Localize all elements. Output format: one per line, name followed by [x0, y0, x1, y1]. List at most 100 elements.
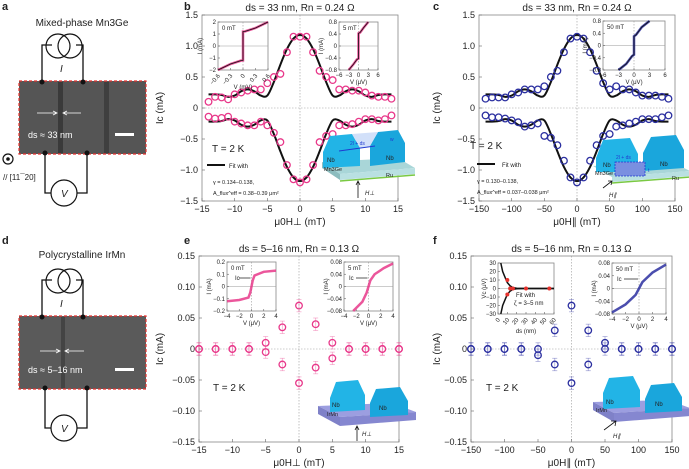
data-point — [657, 113, 666, 122]
y-axis-label: Ic (mA) — [432, 92, 443, 124]
y-tick-label: 10 — [489, 278, 496, 284]
data-point — [295, 301, 303, 310]
x-tick-label: 30 — [521, 317, 530, 326]
y-tick-label: 1.5 — [185, 10, 198, 20]
data-point — [228, 345, 237, 353]
data-point — [378, 345, 387, 353]
sem-image — [18, 80, 147, 155]
x-tick-label: −2 — [353, 314, 361, 320]
y-tick-label: −1 — [209, 56, 217, 62]
x-tick-label: 50 — [600, 445, 610, 455]
data-point — [204, 97, 213, 106]
data-point — [584, 360, 593, 369]
inset-curve — [352, 262, 394, 312]
inset-curve — [500, 287, 554, 315]
data-point — [546, 73, 555, 81]
data-point — [605, 85, 614, 94]
data-point — [361, 345, 370, 353]
y-tick-label: −0.5 — [457, 134, 475, 144]
inset-field-label: 5 mT — [348, 266, 362, 272]
x-tick-label: 0 — [367, 314, 371, 320]
x-tick-label: 10 — [361, 445, 371, 455]
aflux-label: A_flux^eff = 0.037–0.038 μm² — [477, 190, 549, 196]
data-point — [302, 32, 311, 41]
data-point — [311, 320, 320, 329]
y-tick-label: 0.04 — [598, 274, 610, 280]
x-tick-label: 3 — [648, 73, 652, 79]
fit-line — [485, 118, 669, 183]
data-point — [276, 69, 285, 78]
panel-d-title: Polycrystalline IrMn — [39, 250, 126, 261]
y-tick-label: 0 — [334, 44, 338, 50]
field-arrow-icon — [602, 180, 613, 189]
device-schematic-e: Nb Nb IrMn H⊥ — [318, 380, 416, 441]
inset-fit-label: Fit with — [516, 293, 535, 299]
panel-letter-f: f — [433, 235, 437, 247]
current-label: I — [60, 64, 63, 75]
x-tick-label: −4 — [341, 314, 349, 320]
x-tick-label: −100 — [502, 204, 522, 214]
y-tick-label: 1.0 — [185, 41, 198, 51]
data-point — [261, 348, 270, 357]
y-tick-label: 0 — [607, 287, 611, 293]
temperature-label: T = 2 K — [470, 141, 503, 152]
y-tick-label: −0.08 — [595, 312, 611, 318]
data-point — [592, 141, 601, 150]
y-tick-label: −0.10 — [172, 406, 195, 416]
y-tick-label: 0.05 — [177, 313, 195, 323]
inset-chart: −4 −2 0 2 4 −0.2 −0.1 0 0.1 0.2 0 mT Ic V (μV) I (mA) — [207, 260, 278, 327]
data-point — [245, 345, 253, 353]
data-point — [651, 345, 660, 353]
panel-letter-b: b — [184, 1, 191, 13]
y-tick-label: 1 — [213, 32, 217, 38]
inset-x-axis-label: V (mV) — [234, 85, 253, 91]
x-tick-label: 0.6 — [262, 73, 272, 84]
device-schematic-c: Nb Nb Mn3Ge Ru 2l + ds t H∥ — [593, 135, 689, 199]
data-point — [586, 48, 595, 57]
inset-data-point — [505, 292, 510, 297]
y-tick-label: 0.2 — [217, 260, 226, 266]
y-tick-label: −0.8 — [589, 68, 602, 74]
y-tick-label: −0.5 — [180, 134, 198, 144]
data-point — [269, 128, 278, 137]
inset-y-axis-label: Vc (μV) — [482, 278, 488, 298]
x-tick-label: 40 — [530, 317, 539, 326]
data-point — [315, 66, 324, 75]
data-point — [533, 119, 542, 128]
chart-e: −15 −10 −5 0 5 10 15−0.15−0.10−0.0500.050.100.… — [155, 244, 404, 469]
ic-arrow-label: Ic — [349, 276, 354, 282]
y-tick-label: −0.04 — [327, 297, 343, 303]
ds-label: ds ≈ 33 nm — [28, 130, 72, 140]
x-tick-label: 0 — [637, 317, 641, 323]
x-tick-label: 15 — [394, 445, 404, 455]
x-tick-label: −15 — [191, 445, 206, 455]
y-tick-label: 0.10 — [177, 282, 195, 292]
scale-bar — [115, 133, 134, 136]
chart-title: ds = 33 nm, Rn = 0.24 Ω — [522, 3, 632, 14]
data-point — [573, 178, 581, 187]
chart-title: ds = 33 nm, Rn = 0.24 Ω — [245, 3, 355, 14]
y-tick-label: 0 — [190, 344, 195, 354]
data-point — [250, 121, 259, 130]
data-point — [579, 34, 588, 43]
y-tick-label: −10 — [486, 295, 497, 301]
y-tick-label: 0 — [470, 103, 475, 113]
data-point — [311, 363, 320, 372]
data-point — [328, 338, 337, 347]
nb-label: Nb — [379, 406, 387, 412]
inset-field-label: 50 mT — [607, 25, 624, 31]
y-tick-label: 0.5 — [462, 72, 475, 82]
x-tick-label: 50 — [605, 204, 615, 214]
inset-data-point — [524, 286, 528, 291]
chart-title: ds = 5–16 nm, Rn = 0.13 Ω — [511, 244, 632, 255]
y-tick-label: 0.4 — [593, 31, 602, 37]
data-point — [354, 117, 363, 126]
y-tick-label: 0.08 — [330, 260, 342, 266]
voltmeter-icon — [50, 179, 78, 207]
inset-chart: −6 −3 0 3 6−0.8−0.400.40.85 mTV (μV)I (mA) — [319, 20, 380, 86]
data-point — [309, 161, 318, 169]
x-tick-label: −4 — [224, 314, 232, 320]
data-point — [263, 121, 272, 130]
y-tick-label: 0.10 — [449, 282, 467, 292]
